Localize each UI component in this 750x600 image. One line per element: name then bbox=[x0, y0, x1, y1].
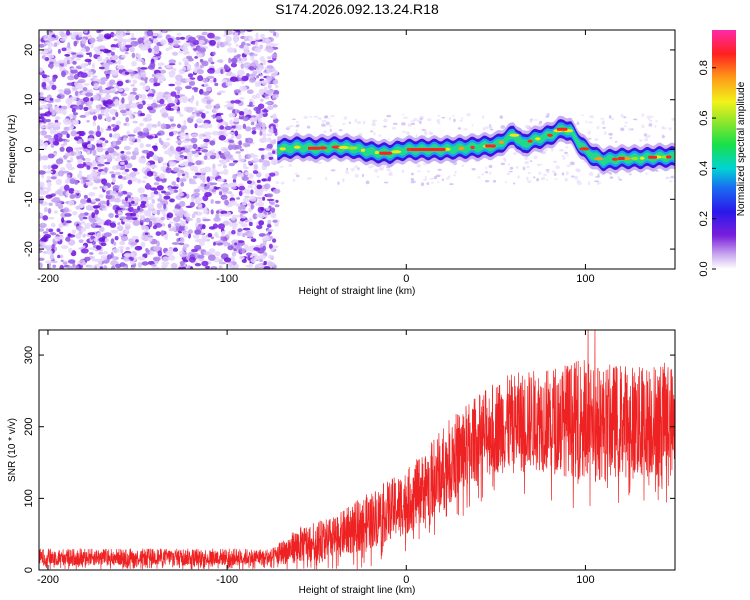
colorbar-tick-label: 0.4 bbox=[698, 161, 710, 176]
colorbar-tick-label: 0.6 bbox=[698, 110, 710, 125]
snr-x-tick-label: -200 bbox=[37, 574, 59, 586]
snr-panel: -200 -100 0 100 0 100 200 300 Height of straigh… bbox=[7, 329, 676, 596]
spectrogram-y-tick-label: 10 bbox=[23, 94, 35, 106]
spectrogram-y-tick-label: 0 bbox=[23, 146, 35, 152]
snr-x-tick-label: 100 bbox=[576, 574, 594, 586]
colorbar-tick-label: 0.8 bbox=[698, 60, 710, 75]
snr-x-tick-label: 0 bbox=[403, 574, 409, 586]
colorbar-label: Normalized spectral amplitude bbox=[736, 81, 747, 216]
colorbar-tick-label: 0.0 bbox=[698, 261, 710, 276]
spectrogram-y-axis-label: Frequency (Hz) bbox=[7, 115, 18, 184]
spectrogram-y-tick-label: -10 bbox=[23, 191, 35, 207]
snr-y-tick-label: 300 bbox=[23, 346, 35, 364]
snr-y-axis-label: SNR (10 * v/v) bbox=[7, 418, 18, 482]
colorbar: 0.0 0.2 0.4 0.6 0.8 Normalized spectral ampl… bbox=[698, 30, 747, 277]
snr-x-tick-label: -100 bbox=[216, 574, 238, 586]
ridge-inner bbox=[277, 124, 675, 166]
chart-title: S174.2026.092.13.24.R18 bbox=[275, 1, 439, 17]
spectrogram-x-tick-label: -200 bbox=[37, 273, 59, 285]
snr-y-tick-label: 100 bbox=[23, 489, 35, 507]
ridge-hotspots bbox=[279, 127, 672, 161]
colorbar-tick-label: 0.2 bbox=[698, 211, 710, 226]
snr-frame bbox=[38, 329, 676, 571]
snr-series-line bbox=[39, 330, 675, 570]
spectrogram-y-tick-label: -20 bbox=[23, 241, 35, 257]
spectrogram-x-axis-label: Height of straight line (km) bbox=[299, 286, 416, 297]
spectrogram-y-tick-label: 20 bbox=[23, 44, 35, 56]
snr-y-tick-label: 0 bbox=[23, 567, 35, 573]
signal-ridge bbox=[277, 115, 675, 175]
snr-x-axis-label: Height of straight line (km) bbox=[299, 585, 416, 596]
colorbar-gradient bbox=[712, 30, 736, 269]
noise-speckle bbox=[39, 30, 675, 269]
spectrogram-x-tick-label: 0 bbox=[403, 273, 409, 285]
spectrogram-x-tick-label: -100 bbox=[216, 273, 238, 285]
snr-y-tick-label: 200 bbox=[23, 418, 35, 436]
spectrogram-x-tick-label: 100 bbox=[576, 273, 594, 285]
